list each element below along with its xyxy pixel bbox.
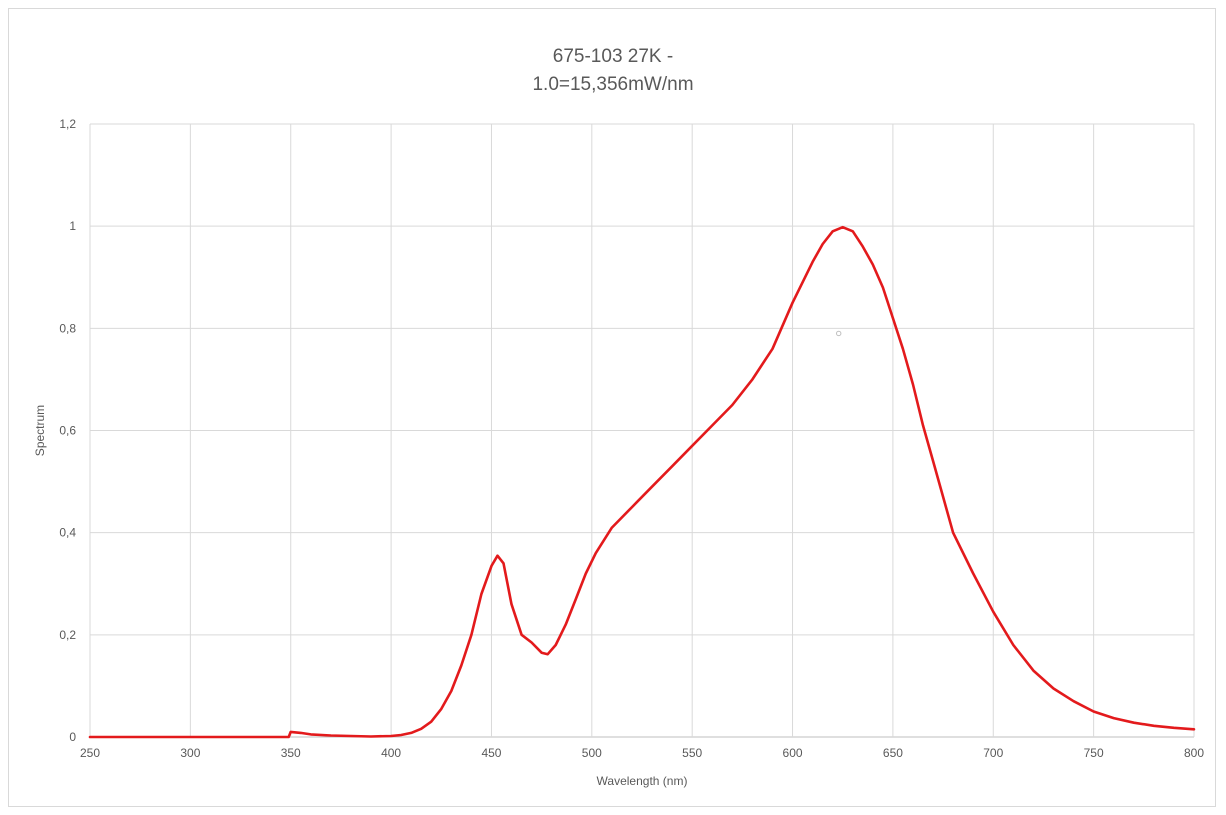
series-layer	[88, 225, 1196, 739]
x-tick-label: 650	[883, 746, 903, 760]
chart-title-line-2: 1.0=15,356mW/nm	[532, 74, 694, 95]
chart-title-line-1: 675-103 27K -	[552, 46, 674, 67]
x-tick-label: 400	[381, 746, 401, 760]
y-tick-label: 0,4	[59, 526, 76, 540]
x-tick-label: 300	[180, 746, 200, 760]
y-tick-label: 1,2	[59, 117, 76, 131]
y-tick-label: 1	[69, 219, 76, 233]
x-tick-label: 250	[80, 746, 100, 760]
x-tick-label: 350	[281, 746, 301, 760]
data-marker	[836, 330, 842, 337]
x-tick-label: 750	[1084, 746, 1104, 760]
x-axis-title: Wavelength (nm)	[597, 774, 688, 788]
x-tick-label: 600	[783, 746, 803, 760]
y-tick-label: 0	[69, 730, 76, 744]
y-tick-label: 0,6	[59, 424, 76, 438]
label-layer: 0 0,2 0,4 0,6 0,8 1 1,2 250 300 350 400 450 500 550 60…	[59, 117, 1204, 760]
marker-layer	[836, 330, 842, 337]
x-tick-label: 450	[481, 746, 501, 760]
x-tick-label: 500	[582, 746, 602, 760]
series-line-0	[88, 225, 1196, 739]
y-tick-label: 0,8	[59, 321, 76, 335]
y-tick-label: 0,2	[59, 628, 76, 642]
chart-frame	[8, 8, 1216, 807]
y-axis-title: Spectrum	[33, 405, 47, 456]
x-tick-label: 800	[1184, 746, 1204, 760]
x-tick-label: 550	[682, 746, 702, 760]
grid-layer	[89, 123, 1195, 738]
x-tick-label: 700	[983, 746, 1003, 760]
